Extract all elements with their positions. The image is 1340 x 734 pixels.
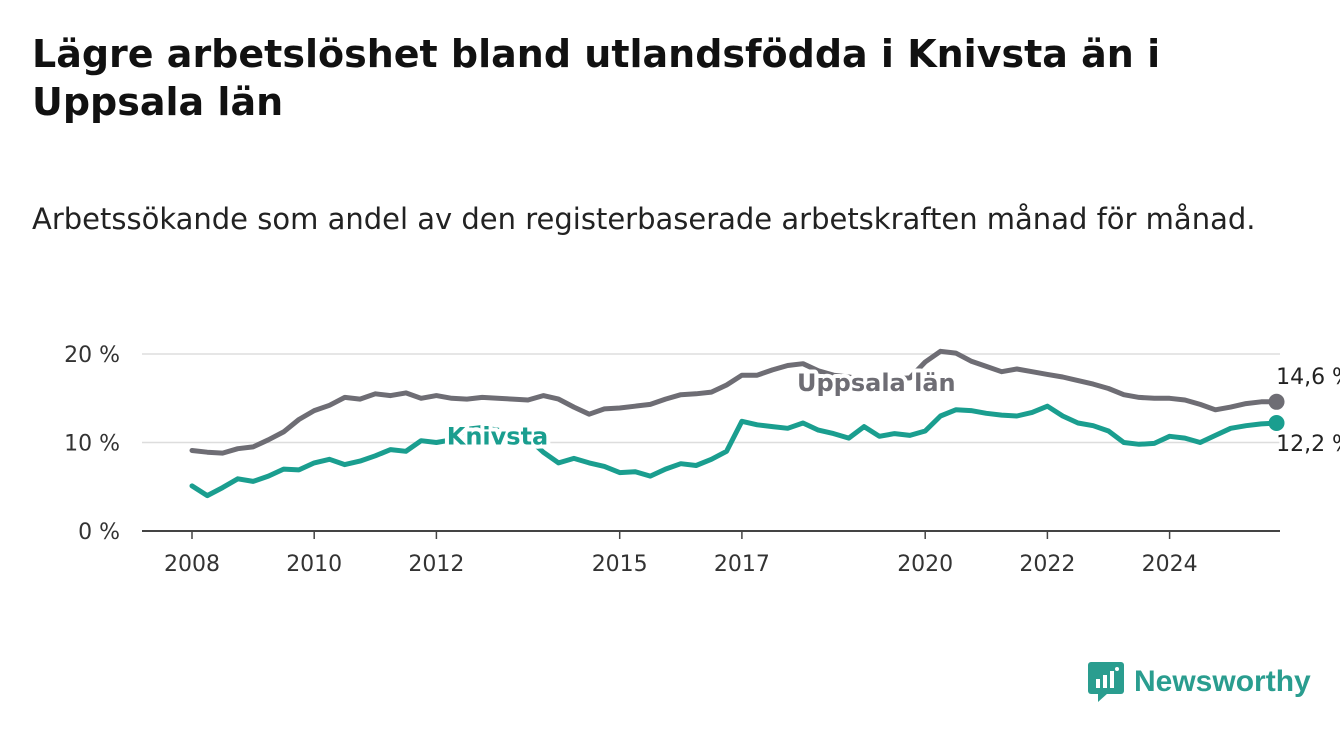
page-subtitle: Arbetssökande som andel av den registerb… [32, 202, 1256, 236]
newsworthy-logo: Newsworthy [1088, 660, 1311, 704]
x-tick-label: 2012 [408, 552, 464, 577]
y-tick-label: 20 % [64, 343, 120, 368]
x-tick-label: 2017 [714, 552, 770, 577]
x-tick-label: 2024 [1142, 552, 1198, 577]
x-tick-label: 2022 [1019, 552, 1075, 577]
series-name-label: Uppsala län [797, 369, 956, 397]
x-tick-label: 2008 [164, 552, 220, 577]
y-tick-label: 0 % [78, 520, 120, 545]
series-line [189, 348, 1279, 456]
y-tick-label: 10 % [64, 432, 120, 457]
series-end-point [1268, 393, 1285, 410]
x-tick-label: 2015 [592, 552, 648, 577]
series-name-label: Knivsta [447, 422, 549, 450]
x-tick-label: 2020 [897, 552, 953, 577]
newsworthy-logo-icon [1088, 662, 1124, 702]
series-end-point [1268, 415, 1285, 432]
series-end-label: 12,2 % [1276, 432, 1340, 457]
x-tick-label: 2010 [286, 552, 342, 577]
series-line [189, 403, 1279, 499]
line-chart: 0 % 10 % 20 % 2008 2010 2012 2015 2017 2020 2022 2… [64, 343, 1340, 577]
newsworthy-logo-text: Newsworthy [1134, 665, 1311, 698]
page-title: Lägre arbetslöshet bland utlandsfödda i … [32, 32, 1161, 124]
series-end-label: 14,6 % [1276, 365, 1340, 390]
